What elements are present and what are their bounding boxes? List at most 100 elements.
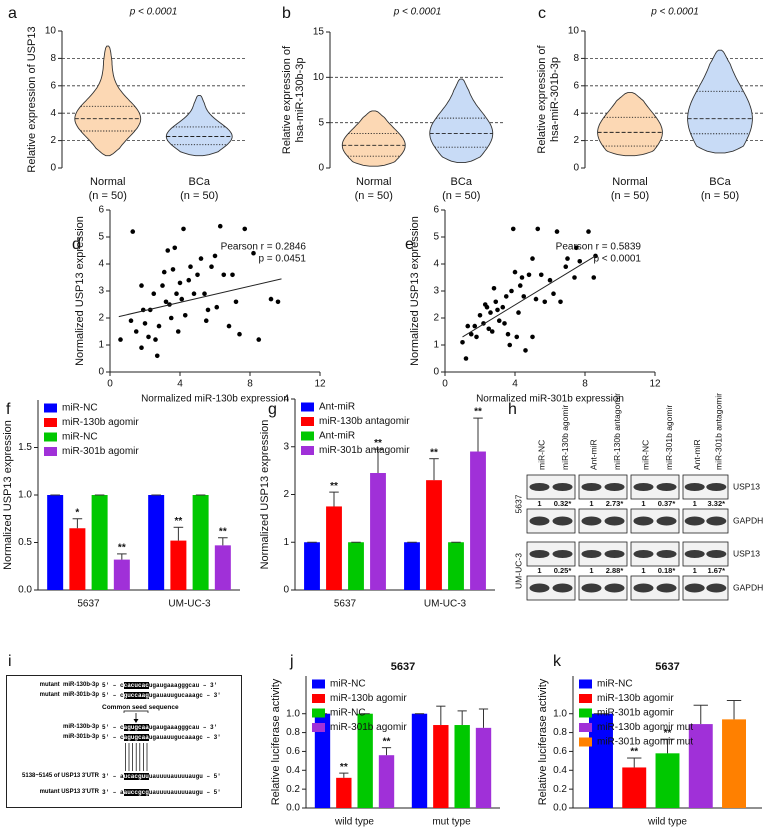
panel-letter: k: [553, 653, 562, 670]
y-tick-label: 1: [283, 537, 289, 548]
sequence: 5' – ccacucacugaugaaagggcau – 3': [102, 681, 217, 690]
error-bar: [660, 738, 675, 754]
sample-size: (n = 50): [180, 190, 218, 202]
point: [516, 310, 521, 315]
band: [604, 583, 625, 593]
sequence-part: uauuuuauuuuaugu – 5': [148, 789, 221, 796]
point: [510, 226, 516, 232]
annotation: p < 0.0001: [650, 7, 699, 18]
point: [542, 299, 548, 305]
bar: [348, 542, 364, 590]
point: [160, 283, 165, 288]
band: [552, 550, 573, 558]
sequence-row: miR-301b-3p 5' – cagugcaaugauauugucaaagc …: [7, 733, 243, 742]
x-tick-label: mut type: [432, 817, 471, 828]
annotation: p < 0.0001: [393, 7, 442, 18]
ratio: 1: [693, 499, 697, 508]
point: [505, 331, 511, 337]
lane-label: miR-NC: [537, 440, 547, 470]
point: [465, 323, 471, 329]
x-tick-label: UM-UC-3: [168, 599, 211, 610]
y-tick-label: 5: [98, 232, 104, 243]
bar: [192, 495, 209, 590]
point: [558, 299, 563, 305]
point: [502, 321, 507, 326]
legend-label: miR-NC: [62, 432, 98, 443]
point: [133, 329, 139, 334]
legend-label: miR-130b antagomir: [319, 416, 410, 427]
x-tick-label: 5637: [77, 599, 100, 610]
legend-swatch: [301, 446, 314, 455]
point: [535, 226, 541, 232]
violin: [597, 92, 663, 157]
point: [161, 269, 167, 275]
seed: agugcaa: [123, 734, 149, 741]
y-tick-label: 3: [283, 441, 289, 452]
band: [581, 550, 602, 558]
bar: [433, 725, 449, 808]
y-axis-label: Relative expression of: [536, 44, 548, 153]
error-bar: [478, 708, 489, 728]
y-tick-label: 0: [50, 163, 56, 174]
point: [128, 318, 134, 324]
lane-label: miR-NC: [641, 440, 651, 470]
significance: **: [630, 747, 638, 758]
bar: [426, 480, 442, 590]
point: [237, 331, 242, 337]
y-tick-label: 2: [98, 313, 104, 324]
point: [151, 291, 157, 297]
x-tick-label: 0: [442, 379, 448, 390]
x-tick-label: Normal: [90, 176, 125, 188]
ratio: 2.88*: [606, 566, 624, 575]
caption: Common seed sequence: [102, 704, 179, 711]
point: [242, 226, 248, 232]
significance: **: [664, 728, 672, 739]
point: [521, 294, 527, 299]
y-tick-label: 4: [573, 108, 579, 119]
point: [217, 223, 223, 229]
legend-label: miR-NC: [597, 679, 633, 690]
x-axis-label: Normalized miR-130b expression: [141, 394, 289, 405]
x-axis-label: Normalized miR-301b expression: [476, 394, 624, 405]
ratio: 1: [693, 566, 697, 575]
legend-label: miR-130b agomir: [597, 693, 674, 704]
lane-label: miR-130b antagomir: [612, 393, 622, 470]
significance: **: [430, 447, 438, 458]
point: [202, 291, 207, 297]
lane-label: Ant-miR: [589, 439, 599, 470]
sequence-label: miR-130b-3p: [62, 724, 99, 730]
seed-diagram: mutant miR-130b-3p 5' – ccacucacugaugaaag…: [6, 675, 242, 808]
legend-swatch: [44, 418, 57, 427]
panel-letter: i: [8, 653, 12, 670]
y-tick-label: 6: [98, 205, 104, 216]
sequence-row: mutant USP13 3'UTR 3' – aauccgcguauuuuauu…: [7, 788, 243, 797]
y-tick-label: 4: [283, 394, 289, 405]
y-tick-label: 0.4: [286, 765, 300, 776]
bar: [404, 542, 420, 590]
bar: [688, 724, 713, 808]
band: [684, 516, 705, 526]
sequence: 3' – aauccgcguauuuuauuuuaugu – 5': [102, 788, 221, 797]
y-tick-label: 1.0: [18, 490, 32, 501]
point: [489, 329, 495, 334]
bar: [69, 528, 86, 590]
error-bar: [726, 700, 742, 720]
ratio: 3.32*: [708, 499, 726, 508]
significance: **: [340, 762, 348, 773]
panel-letter: d: [72, 236, 81, 253]
point: [514, 334, 520, 340]
y-tick-label: 0.6: [286, 746, 300, 757]
point: [214, 304, 220, 310]
point: [118, 337, 123, 342]
y-tick-label: 6: [50, 80, 56, 91]
y-tick-label: 4: [98, 259, 104, 270]
y-tick-label: 10: [568, 26, 580, 37]
point: [212, 253, 218, 259]
y-tick-label: 5: [433, 232, 439, 243]
point: [139, 283, 144, 288]
significance: **: [219, 526, 227, 537]
band: [552, 483, 573, 491]
legend-label: miR-301b antagomir: [319, 445, 410, 456]
legend-label: miR-NC: [62, 403, 98, 414]
